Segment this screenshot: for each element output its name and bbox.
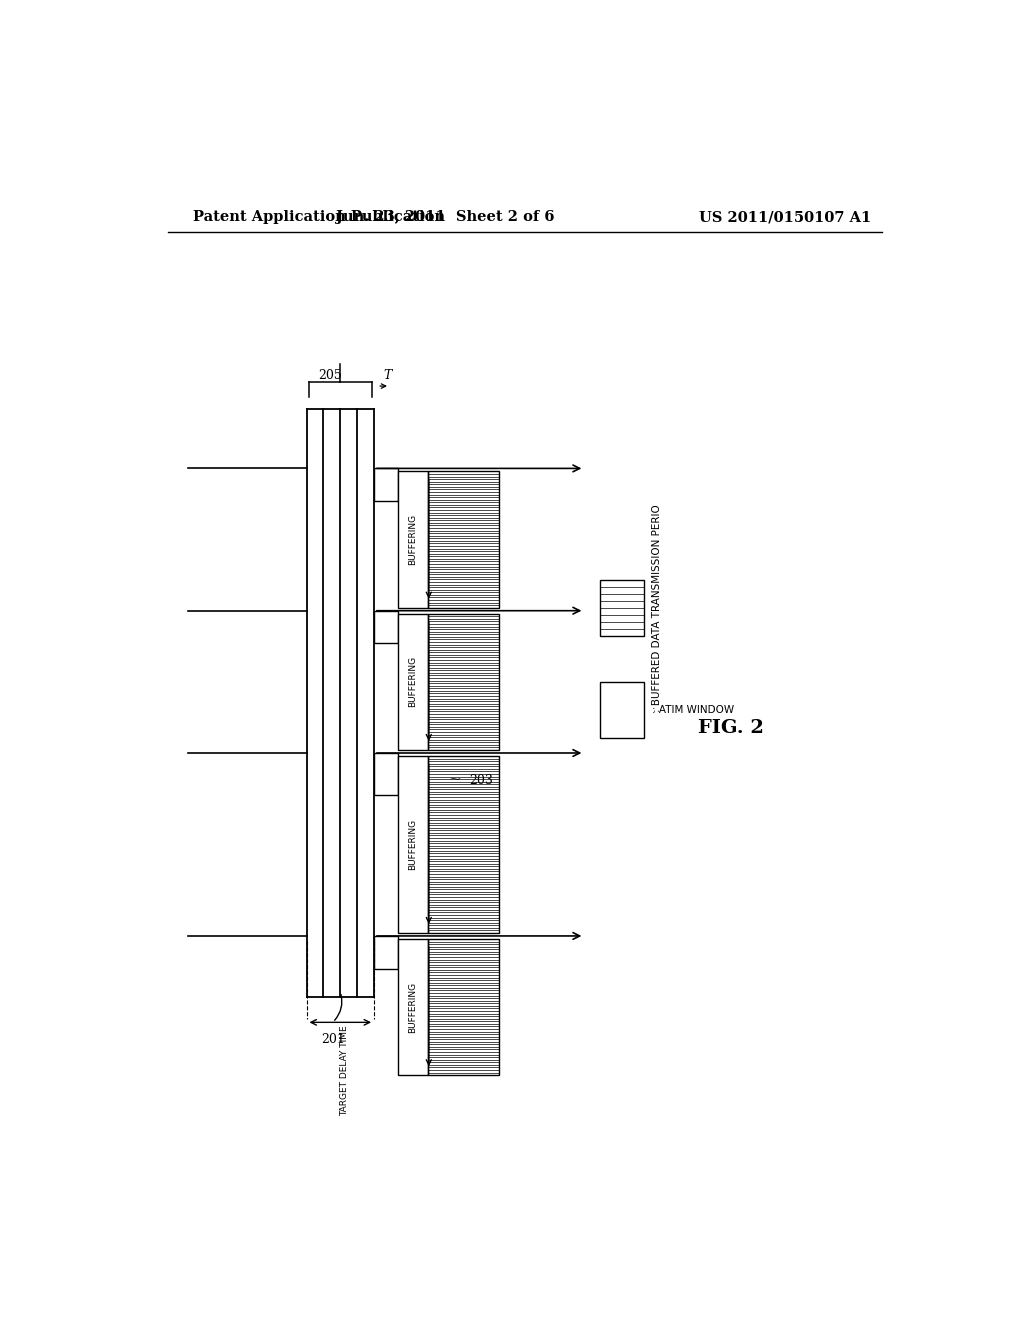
Bar [374,611,397,643]
Text: : BUFFERED DATA TRANSMISSION PERIO: : BUFFERED DATA TRANSMISSION PERIO [652,504,662,711]
Text: BUFFERING: BUFFERING [409,818,418,870]
Text: US 2011/0150107 A1: US 2011/0150107 A1 [699,210,871,224]
Bar [600,581,644,636]
Bar [374,936,397,969]
Bar [374,752,397,795]
Bar [600,682,644,738]
Bar [397,471,428,607]
Bar [428,471,500,607]
Text: 201: 201 [321,1032,345,1045]
Bar [397,614,428,750]
Text: Jun. 23, 2011  Sheet 2 of 6: Jun. 23, 2011 Sheet 2 of 6 [336,210,555,224]
Text: BUFFERING: BUFFERING [409,656,418,708]
Text: Patent Application Publication: Patent Application Publication [194,210,445,224]
Text: T: T [384,370,392,381]
Text: TARGET DELAY TIME: TARGET DELAY TIME [340,1026,349,1115]
Text: 205: 205 [318,370,342,381]
Bar [374,469,397,502]
Text: BUFFERING: BUFFERING [409,513,418,565]
Bar [397,939,428,1076]
Bar [428,756,500,933]
Text: 203: 203 [469,774,494,787]
Bar [397,756,428,933]
Bar [428,614,500,750]
Text: ~: ~ [449,774,461,788]
Text: : ATIM WINDOW: : ATIM WINDOW [652,705,734,715]
Text: BUFFERING: BUFFERING [409,982,418,1032]
Bar [428,939,500,1076]
Text: FIG. 2: FIG. 2 [698,718,764,737]
